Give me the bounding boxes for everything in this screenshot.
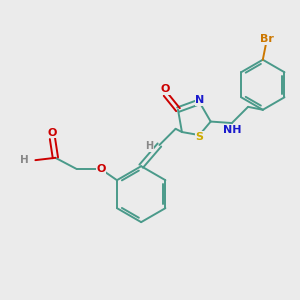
Text: H: H	[20, 155, 29, 165]
Text: Br: Br	[260, 34, 274, 44]
Text: H: H	[145, 142, 153, 152]
Text: O: O	[161, 84, 170, 94]
Text: N: N	[195, 95, 205, 105]
Text: S: S	[195, 132, 203, 142]
Text: O: O	[48, 128, 57, 138]
Text: O: O	[96, 164, 105, 174]
Text: NH: NH	[223, 124, 241, 134]
